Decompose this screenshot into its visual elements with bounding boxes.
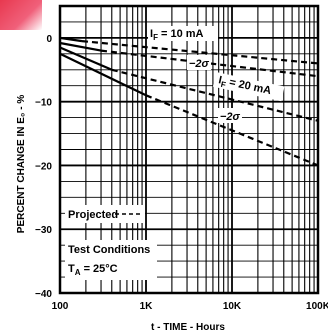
annotation-sigma-1: −2σ: [189, 58, 210, 70]
label-bg-if20: [212, 72, 285, 102]
series-line: [111, 68, 319, 122]
y-tick-labels: 0 −10 −20 −30 −40: [35, 34, 52, 300]
y-axis-title: PERCENT CHANGE IN E₀ - %: [16, 95, 27, 234]
x-axis-title: t - TIME - Hours: [151, 322, 225, 333]
series-line: [59, 52, 147, 97]
conditions-bg: [65, 240, 157, 280]
annotation-sigma-2: −2σ: [220, 111, 241, 123]
series-layer: [59, 36, 319, 167]
label-bg-sig2: [218, 108, 242, 123]
series-line: [59, 46, 113, 71]
y-tick-label: −30: [35, 225, 52, 236]
y-tick-label: −20: [35, 161, 52, 172]
conditions-title: Test Conditions: [68, 244, 150, 256]
red-accent-mark: [0, 0, 42, 30]
x-tick-labels: 100 1K 10K 100K: [52, 301, 328, 312]
annotation-if10: IF = 10 mA: [150, 28, 204, 42]
label-bg-if10: [148, 26, 218, 41]
series-line: [145, 94, 319, 167]
y-tick-label: −10: [35, 98, 52, 109]
y-tick-label: −40: [35, 289, 52, 300]
series-line: [59, 41, 102, 52]
x-tick-label: 1K: [140, 301, 154, 312]
x-tick-label: 10K: [223, 301, 242, 312]
conditions-value: TA = 25°C: [68, 263, 118, 277]
series-line: [59, 36, 83, 43]
series-line: [100, 49, 319, 78]
legend-projected-label: Projected: [68, 209, 118, 221]
x-tick-label: 100: [52, 301, 69, 312]
label-bg-sig1: [187, 55, 211, 70]
legend-bg: [65, 205, 145, 223]
y-tick-label: 0: [46, 34, 52, 45]
plot-frame: [58, 4, 320, 295]
x-tick-label: 100K: [306, 301, 328, 312]
